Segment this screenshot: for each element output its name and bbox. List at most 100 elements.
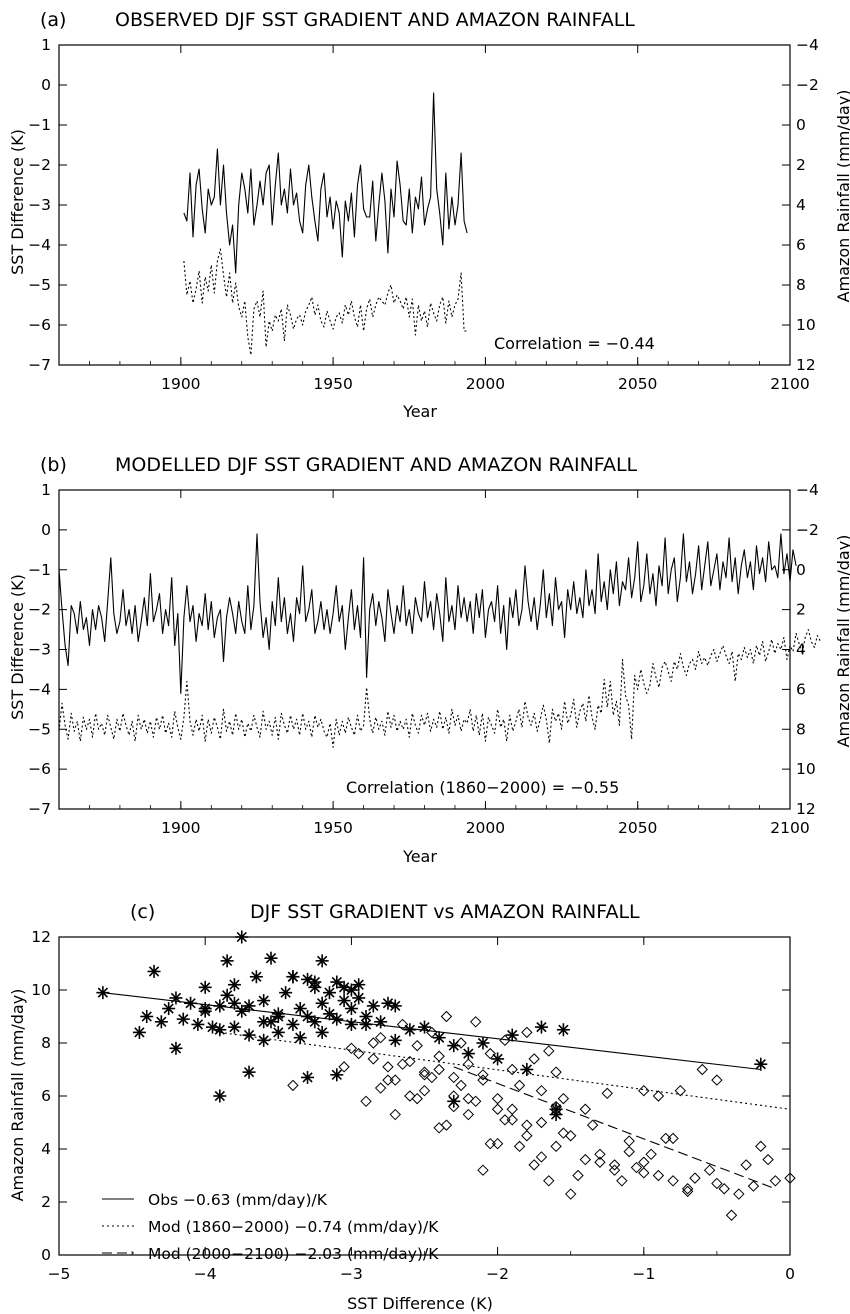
obs-point-stroke — [134, 1027, 145, 1038]
model-point — [557, 1092, 570, 1105]
x-tick-label: −5 — [48, 1265, 71, 1283]
obs-point-stroke — [316, 998, 328, 1009]
obs-point-stroke — [295, 1032, 306, 1043]
obs-point — [359, 1017, 373, 1031]
obs-point — [271, 1025, 285, 1039]
x-tick-label: 1950 — [313, 819, 352, 837]
model-point — [608, 1159, 621, 1171]
panel-2-plot: 1900 1950 2000 2050 2100 −7 −6 −5 −4 −3 −2 −1 0 1 12 10… — [28, 481, 821, 837]
model-point — [418, 1084, 431, 1097]
panel-b-correlation: Correlation (1860−2000) = −0.55 — [346, 778, 619, 797]
model-point — [455, 1037, 467, 1049]
obs-point-stroke — [221, 955, 233, 967]
model-point — [572, 1169, 584, 1182]
model-point — [491, 1137, 504, 1150]
y2-tick-label: 0 — [796, 561, 806, 579]
obs-point — [432, 1031, 446, 1045]
y-tick-label: 10 — [31, 981, 51, 999]
obs-point-stroke — [536, 1021, 547, 1033]
y-tick-label: 6 — [41, 1087, 51, 1105]
panel-c-ylabel: Amazon Rainfall (mm/day) — [8, 989, 27, 1202]
obs-point-stroke — [309, 1016, 321, 1027]
obs-point-stroke — [324, 1008, 335, 1020]
model-point — [733, 1188, 745, 1200]
model-point — [740, 1159, 752, 1171]
y-tick-label: 1 — [41, 36, 51, 54]
obs-point — [322, 1007, 336, 1021]
y-tick-label: −6 — [28, 316, 51, 334]
obs-point-stroke — [316, 1027, 328, 1038]
obs-point — [352, 978, 366, 992]
y2-tick-label: −2 — [796, 76, 819, 94]
plot-frame — [58, 44, 791, 366]
model-point — [543, 1045, 555, 1057]
panel-a-correlation: Correlation = −0.44 — [494, 334, 655, 353]
y-tick-label: 8 — [41, 1034, 51, 1052]
model-point — [623, 1135, 635, 1147]
y-tick-label: −4 — [28, 236, 51, 254]
obs-point — [147, 964, 161, 978]
y-tick-label: −1 — [28, 561, 51, 579]
model-point — [499, 1114, 511, 1126]
y-tick-label: −2 — [28, 601, 51, 619]
model-point — [426, 1071, 438, 1084]
model-point — [586, 1119, 599, 1131]
obs-point — [162, 1002, 176, 1016]
model-point — [543, 1175, 555, 1187]
model-point — [667, 1175, 679, 1187]
model-point — [477, 1164, 489, 1176]
obs-point — [242, 1065, 256, 1079]
model-point — [769, 1175, 782, 1187]
fit-line-dotted — [219, 1031, 791, 1110]
obs-point-stroke — [287, 1019, 299, 1030]
obs-point — [447, 1094, 461, 1108]
obs-point-stroke — [448, 1096, 459, 1107]
panel-b-y2label: Amazon Rainfall (mm/day) — [834, 535, 850, 748]
obs-point — [242, 1028, 256, 1042]
model-point — [660, 1132, 672, 1145]
x-tick-label: −1 — [632, 1265, 655, 1283]
panel-c-legend: Obs −0.63 (mm/day)/K Mod (1860−2000) −0.… — [102, 1191, 439, 1263]
obs-point-stroke — [331, 1013, 342, 1025]
y2-tick-label: 8 — [796, 276, 806, 294]
model-point — [652, 1090, 665, 1102]
x-tick-label: 2000 — [466, 819, 505, 837]
model-point — [594, 1156, 606, 1168]
y2-tick-label: 2 — [796, 156, 806, 174]
model-point — [725, 1209, 738, 1221]
y-tick-label: −5 — [28, 720, 51, 738]
obs-point — [286, 1017, 300, 1031]
y-tick-label: −1 — [28, 116, 51, 134]
model-point — [550, 1140, 562, 1153]
model-point — [411, 1092, 423, 1105]
obs-point — [257, 1015, 271, 1029]
obs-point — [556, 1023, 570, 1037]
model-point — [491, 1103, 504, 1115]
y-tick-label: 0 — [41, 76, 51, 94]
model-point — [667, 1132, 679, 1145]
model-point — [477, 1074, 489, 1086]
model-point — [703, 1164, 716, 1176]
obs-point — [330, 1068, 344, 1082]
obs-point-stroke — [477, 1037, 489, 1049]
panel-a-xlabel: Year — [402, 402, 437, 421]
model-point — [506, 1114, 518, 1126]
obs-point — [534, 1020, 548, 1034]
obs-point — [227, 978, 241, 992]
obs-point-stroke — [273, 1027, 284, 1038]
panel-a-label: (a) — [40, 9, 66, 31]
obs-point-stroke — [309, 976, 321, 988]
obs-point — [308, 975, 322, 989]
y2-tick-label: 12 — [796, 356, 816, 374]
obs-point-stroke — [360, 1019, 372, 1030]
model-point — [535, 1116, 548, 1129]
model-point — [747, 1180, 760, 1192]
model-point — [440, 1010, 453, 1023]
model-point — [389, 1074, 401, 1086]
model-point — [513, 1079, 526, 1092]
obs-point-stroke — [243, 1066, 255, 1078]
legend-label-mod-historical: Mod (1860−2000) −0.74 (mm/day)/K — [148, 1218, 439, 1236]
model-point — [382, 1061, 394, 1073]
y-tick-label: −2 — [28, 156, 51, 174]
obs-point — [235, 1004, 249, 1018]
